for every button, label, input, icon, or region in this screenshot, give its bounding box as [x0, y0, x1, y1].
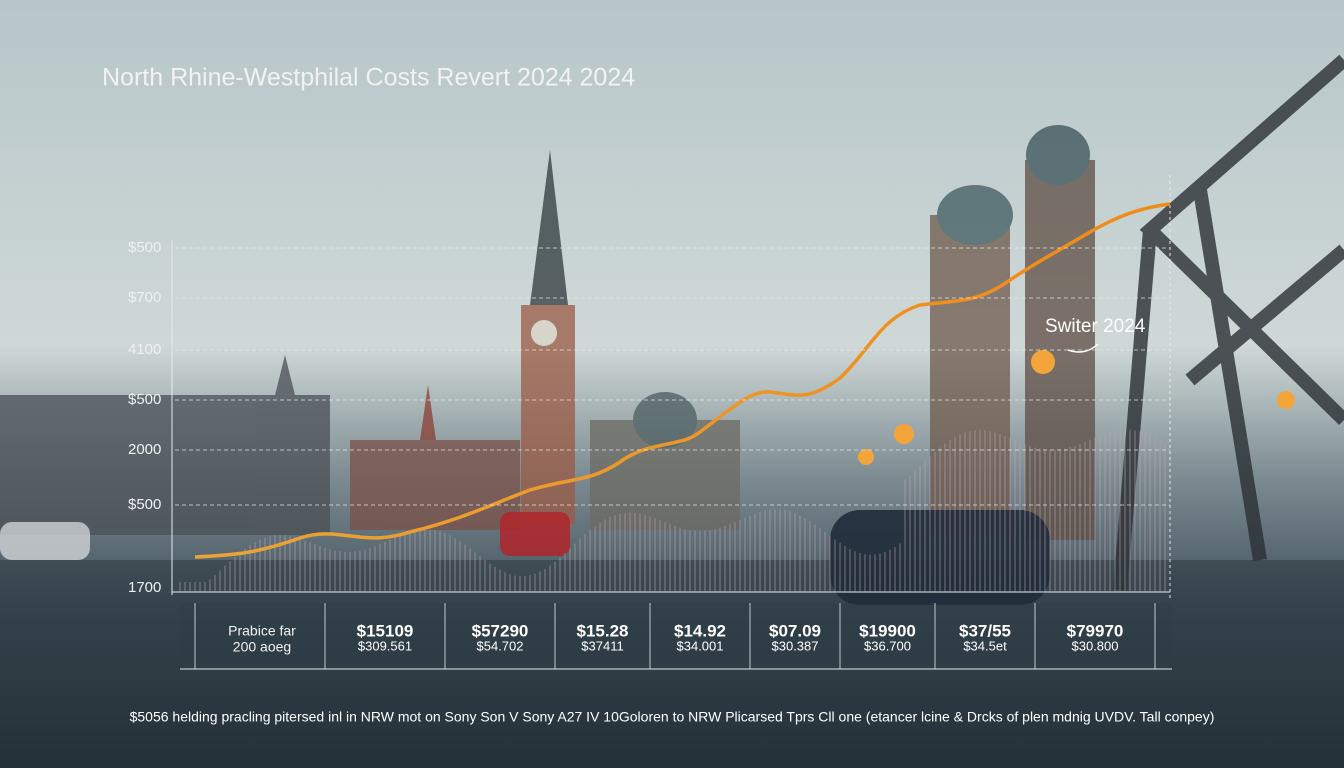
row-header: Prabice far	[228, 623, 296, 639]
table-cell: $54.702	[477, 638, 524, 653]
annotation-pointer	[1067, 343, 1099, 353]
table-cell: $34.5et	[963, 638, 1007, 653]
axis-label: $500	[128, 391, 161, 408]
table-cell: $30.387	[772, 638, 819, 653]
bridge	[1113, 54, 1344, 591]
axis-label: 4100	[128, 341, 161, 358]
table-cell: $19900	[859, 621, 916, 640]
axis-label: 2000	[128, 441, 161, 458]
table-cell: $36.700	[864, 638, 911, 653]
table-cell: $15109	[357, 621, 414, 640]
axis-label: $500	[128, 496, 161, 513]
table-cell: $07.09	[769, 621, 821, 640]
table-cell: $30.800	[1072, 638, 1119, 653]
table-cell: $15.28	[577, 621, 629, 640]
lights	[858, 350, 1295, 465]
table-cell: $34.001	[677, 638, 724, 653]
table-cell: $309.561	[358, 638, 412, 653]
skyline	[0, 125, 1095, 540]
road	[0, 560, 1344, 768]
row-header: 200 aoeg	[233, 639, 291, 655]
annotation: Switer 2024	[1045, 316, 1146, 337]
table-cell: $79970	[1067, 621, 1124, 640]
table-cell: $14.92	[674, 621, 726, 640]
bars	[179, 429, 1166, 592]
axis-label: $700	[128, 289, 161, 306]
table-cell: $37/55	[959, 621, 1011, 640]
caption: $5056 helding pracling pitersed inl in N…	[130, 709, 1215, 725]
table-cell: $57290	[472, 621, 529, 640]
axis-label: $500	[128, 239, 161, 256]
table-cell: $37411	[581, 638, 623, 653]
title: North Rhine-Westphilal Costs Revert 2024…	[102, 64, 635, 92]
trend-line	[194, 202, 1171, 559]
axis-label: 1700	[128, 579, 161, 596]
